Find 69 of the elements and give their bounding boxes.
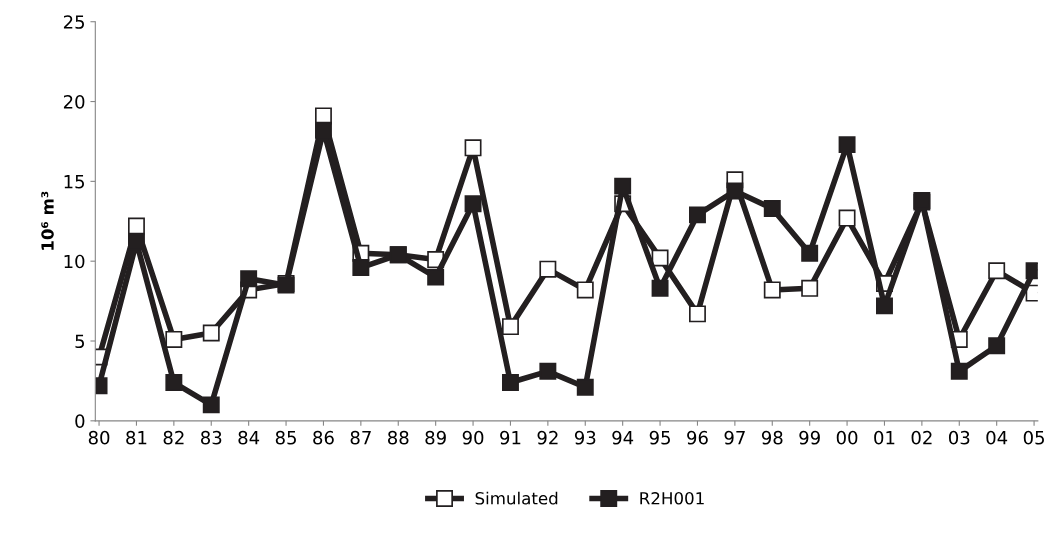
point bbox=[801, 279, 819, 297]
point bbox=[539, 260, 557, 278]
y-tick-label: 15 bbox=[64, 175, 85, 189]
point bbox=[950, 362, 968, 380]
point bbox=[838, 209, 856, 227]
point bbox=[165, 330, 183, 348]
legend-label: R2H001 bbox=[640, 491, 704, 505]
point bbox=[576, 378, 594, 396]
point bbox=[165, 374, 183, 391]
x-tick-label: 90 bbox=[462, 430, 484, 445]
point bbox=[314, 121, 332, 139]
point bbox=[763, 281, 781, 299]
point bbox=[127, 217, 145, 235]
y-axis-title: 10⁶ m³ bbox=[41, 191, 54, 250]
y-tick-label: 0 bbox=[75, 414, 85, 428]
point bbox=[763, 200, 781, 217]
x-tick-label: 93 bbox=[574, 430, 596, 445]
x-tick-label: 81 bbox=[126, 430, 147, 445]
x-tick-label: 02 bbox=[911, 430, 932, 445]
point bbox=[801, 244, 819, 262]
point bbox=[501, 374, 519, 391]
point bbox=[464, 139, 482, 157]
x-tick-label: 95 bbox=[649, 430, 670, 445]
point bbox=[988, 337, 1006, 355]
x-tick-label: 91 bbox=[500, 430, 521, 445]
point bbox=[688, 305, 706, 323]
x-tick-label: 94 bbox=[612, 430, 634, 445]
point bbox=[501, 318, 519, 336]
point bbox=[427, 268, 445, 286]
x-tick-label: 85 bbox=[275, 430, 296, 445]
x-tick-label: 86 bbox=[313, 430, 334, 445]
point bbox=[726, 182, 744, 200]
point bbox=[127, 233, 145, 251]
point bbox=[651, 249, 669, 267]
x-tick-label: 88 bbox=[388, 430, 409, 445]
x-tick-label: 87 bbox=[350, 430, 371, 445]
x-tick-label: 99 bbox=[799, 430, 820, 445]
point bbox=[651, 279, 669, 297]
x-tick-label: 82 bbox=[163, 430, 184, 445]
y-tick-label: 25 bbox=[63, 15, 85, 29]
point bbox=[202, 324, 220, 342]
x-tick-label: 89 bbox=[425, 430, 446, 445]
point bbox=[240, 270, 258, 288]
x-tick-label: 96 bbox=[687, 430, 708, 445]
x-tick-label: 04 bbox=[986, 430, 1008, 445]
x-tick-label: 03 bbox=[948, 430, 970, 445]
x-tick-label: 00 bbox=[836, 430, 858, 445]
point bbox=[464, 195, 482, 213]
point bbox=[576, 281, 594, 299]
x-tick-label: 01 bbox=[874, 430, 895, 445]
point bbox=[539, 362, 557, 380]
x-tick-label: 05 bbox=[1023, 430, 1044, 445]
point bbox=[876, 297, 893, 315]
x-tick-label: 80 bbox=[88, 430, 110, 445]
point bbox=[202, 396, 220, 414]
point bbox=[688, 206, 706, 224]
x-tick-label: 92 bbox=[537, 430, 558, 445]
y-tick-label: 20 bbox=[63, 95, 85, 109]
point bbox=[352, 259, 370, 277]
point bbox=[988, 262, 1006, 280]
x-tick-label: 83 bbox=[200, 430, 222, 445]
point bbox=[838, 136, 856, 154]
y-tick-label: 10 bbox=[64, 254, 85, 269]
legend-label: Simulated bbox=[475, 491, 558, 505]
y-tick-label: 5 bbox=[75, 334, 85, 349]
point bbox=[614, 177, 632, 195]
x-tick-label: 84 bbox=[238, 430, 260, 445]
x-tick-label: 97 bbox=[724, 430, 745, 445]
x-tick-label: 98 bbox=[761, 430, 783, 445]
